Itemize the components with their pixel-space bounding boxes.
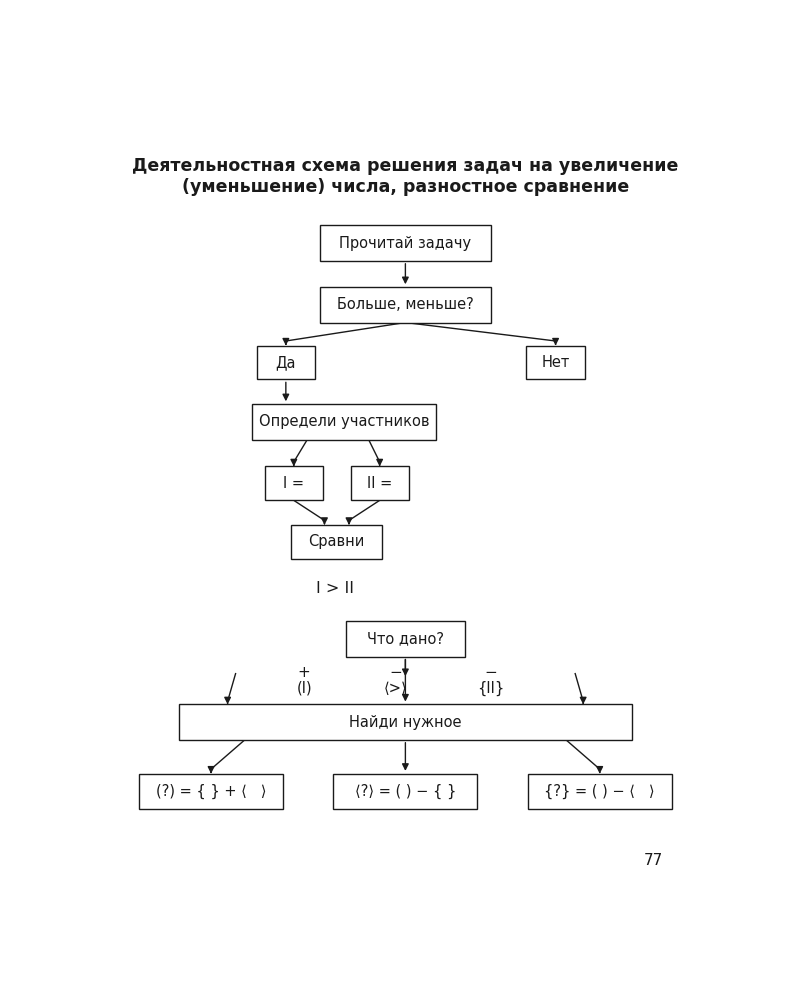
Text: (?) = { } + ⟨   ⟩: (?) = { } + ⟨ ⟩ (156, 784, 267, 799)
Text: +: + (298, 665, 311, 680)
Text: Что дано?: Что дано? (367, 631, 444, 646)
Text: Найди нужное: Найди нужное (349, 715, 462, 730)
Text: II =: II = (367, 476, 392, 491)
Text: 77: 77 (644, 853, 664, 868)
Text: {?} = ( ) − ⟨   ⟩: {?} = ( ) − ⟨ ⟩ (544, 784, 655, 799)
FancyBboxPatch shape (320, 287, 491, 323)
FancyBboxPatch shape (350, 466, 409, 500)
Text: (уменьшение) числа, разностное сравнение: (уменьшение) числа, разностное сравнение (182, 178, 629, 196)
FancyBboxPatch shape (139, 774, 283, 809)
FancyBboxPatch shape (265, 466, 323, 500)
Text: Определи участников: Определи участников (259, 414, 430, 429)
Text: ⟨>⟩: ⟨>⟩ (384, 681, 407, 696)
Text: −: − (389, 665, 402, 680)
FancyBboxPatch shape (333, 774, 478, 809)
Text: Больше, меньше?: Больше, меньше? (337, 297, 474, 312)
Text: Прочитай задачу: Прочитай задачу (339, 236, 471, 251)
FancyBboxPatch shape (527, 346, 585, 379)
FancyBboxPatch shape (528, 774, 672, 809)
Text: Деятельностная схема решения задач на увеличение: Деятельностная схема решения задач на ув… (132, 157, 679, 175)
Text: −: − (485, 665, 498, 680)
FancyBboxPatch shape (179, 704, 632, 740)
Text: {II}: {II} (478, 681, 505, 696)
Text: Да: Да (275, 355, 296, 370)
FancyBboxPatch shape (346, 621, 465, 657)
Text: Нет: Нет (542, 355, 570, 370)
FancyBboxPatch shape (320, 225, 491, 261)
Text: ⟨?⟩ = ( ) − { }: ⟨?⟩ = ( ) − { } (354, 784, 456, 799)
Text: I =: I = (283, 476, 305, 491)
Text: I > II: I > II (316, 581, 354, 596)
FancyBboxPatch shape (291, 525, 382, 559)
FancyBboxPatch shape (257, 346, 315, 379)
Text: Сравни: Сравни (308, 534, 365, 549)
Text: (I): (I) (297, 681, 312, 696)
FancyBboxPatch shape (252, 404, 436, 440)
